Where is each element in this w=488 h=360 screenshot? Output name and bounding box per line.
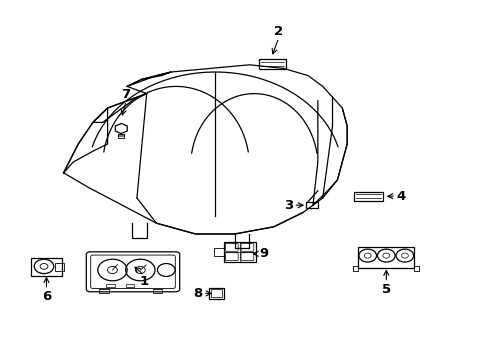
Bar [357, 247, 414, 268]
Text: 2: 2 [274, 25, 283, 38]
Text: 9: 9 [259, 247, 268, 260]
Bar [211, 289, 222, 297]
Bar [152, 289, 162, 293]
Bar [305, 202, 318, 208]
Text: 3: 3 [284, 199, 293, 212]
Bar [353, 192, 382, 201]
Bar [259, 59, 285, 69]
Text: 6: 6 [42, 290, 51, 303]
Text: 7: 7 [122, 88, 130, 101]
Bar [55, 263, 64, 271]
Bar [214, 248, 223, 256]
Text: 5: 5 [381, 283, 390, 296]
Bar [99, 289, 108, 293]
Bar [106, 284, 115, 287]
Bar [30, 258, 62, 276]
Bar [209, 288, 224, 299]
Bar [223, 242, 255, 262]
Text: 1: 1 [140, 275, 148, 288]
Bar [125, 284, 134, 287]
Text: 4: 4 [395, 190, 405, 203]
Text: 8: 8 [193, 287, 203, 300]
